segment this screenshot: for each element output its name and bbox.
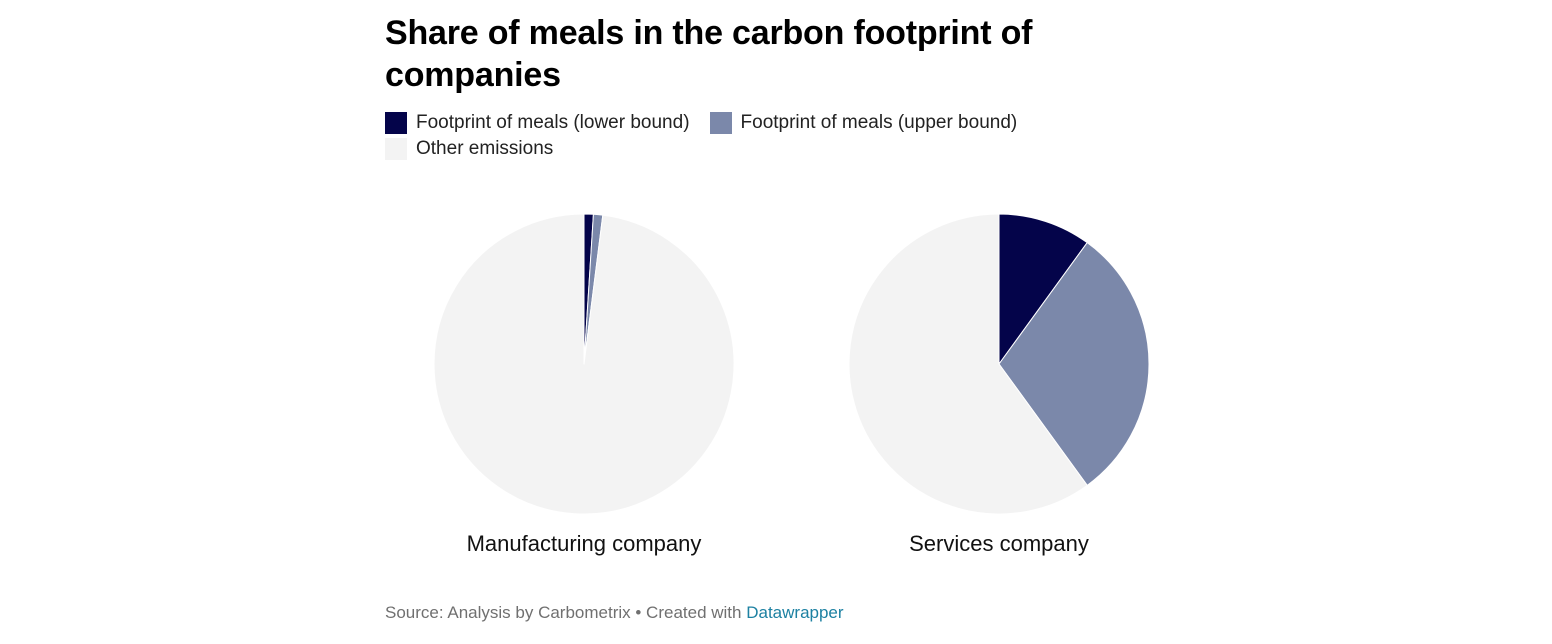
legend-item-upper-bound: Footprint of meals (upper bound) (709, 112, 1018, 134)
legend-label-upper-bound: Footprint of meals (upper bound) (740, 112, 1018, 133)
pie-label-manufacturing: Manufacturing company (466, 531, 702, 556)
footer-source-text: Source: Analysis by Carbometrix • Create… (385, 603, 747, 622)
pie-0 (433, 213, 735, 515)
legend: Footprint of meals (lower bound) Footpri… (385, 112, 1065, 160)
legend-item-lower-bound: Footprint of meals (lower bound) (385, 112, 690, 134)
legend-label-other-emissions: Other emissions (416, 138, 554, 159)
legend-swatch-upper-bound (709, 112, 732, 134)
legend-swatch-other-emissions (385, 138, 407, 160)
pie-slice-1-2[interactable] (848, 213, 1088, 515)
pie-slice-0-2[interactable] (433, 213, 735, 515)
pie-slice-1-0[interactable] (998, 213, 1088, 365)
legend-swatch-lower-bound (385, 112, 407, 134)
pie-label-services: Services company (909, 531, 1089, 556)
chart-container: Share of meals in the carbon footprint o… (385, 12, 1175, 160)
footer-source: Source: Analysis by Carbometrix • Create… (385, 603, 844, 623)
chart-title: Share of meals in the carbon footprint o… (385, 14, 1033, 94)
pie-1 (848, 213, 1150, 515)
legend-label-lower-bound: Footprint of meals (lower bound) (416, 112, 690, 133)
legend-item-other-emissions: Other emissions (385, 138, 553, 160)
pies-svg (433, 213, 1150, 515)
datawrapper-link[interactable]: Datawrapper (746, 603, 844, 622)
pie-slice-1-1[interactable] (998, 242, 1150, 486)
